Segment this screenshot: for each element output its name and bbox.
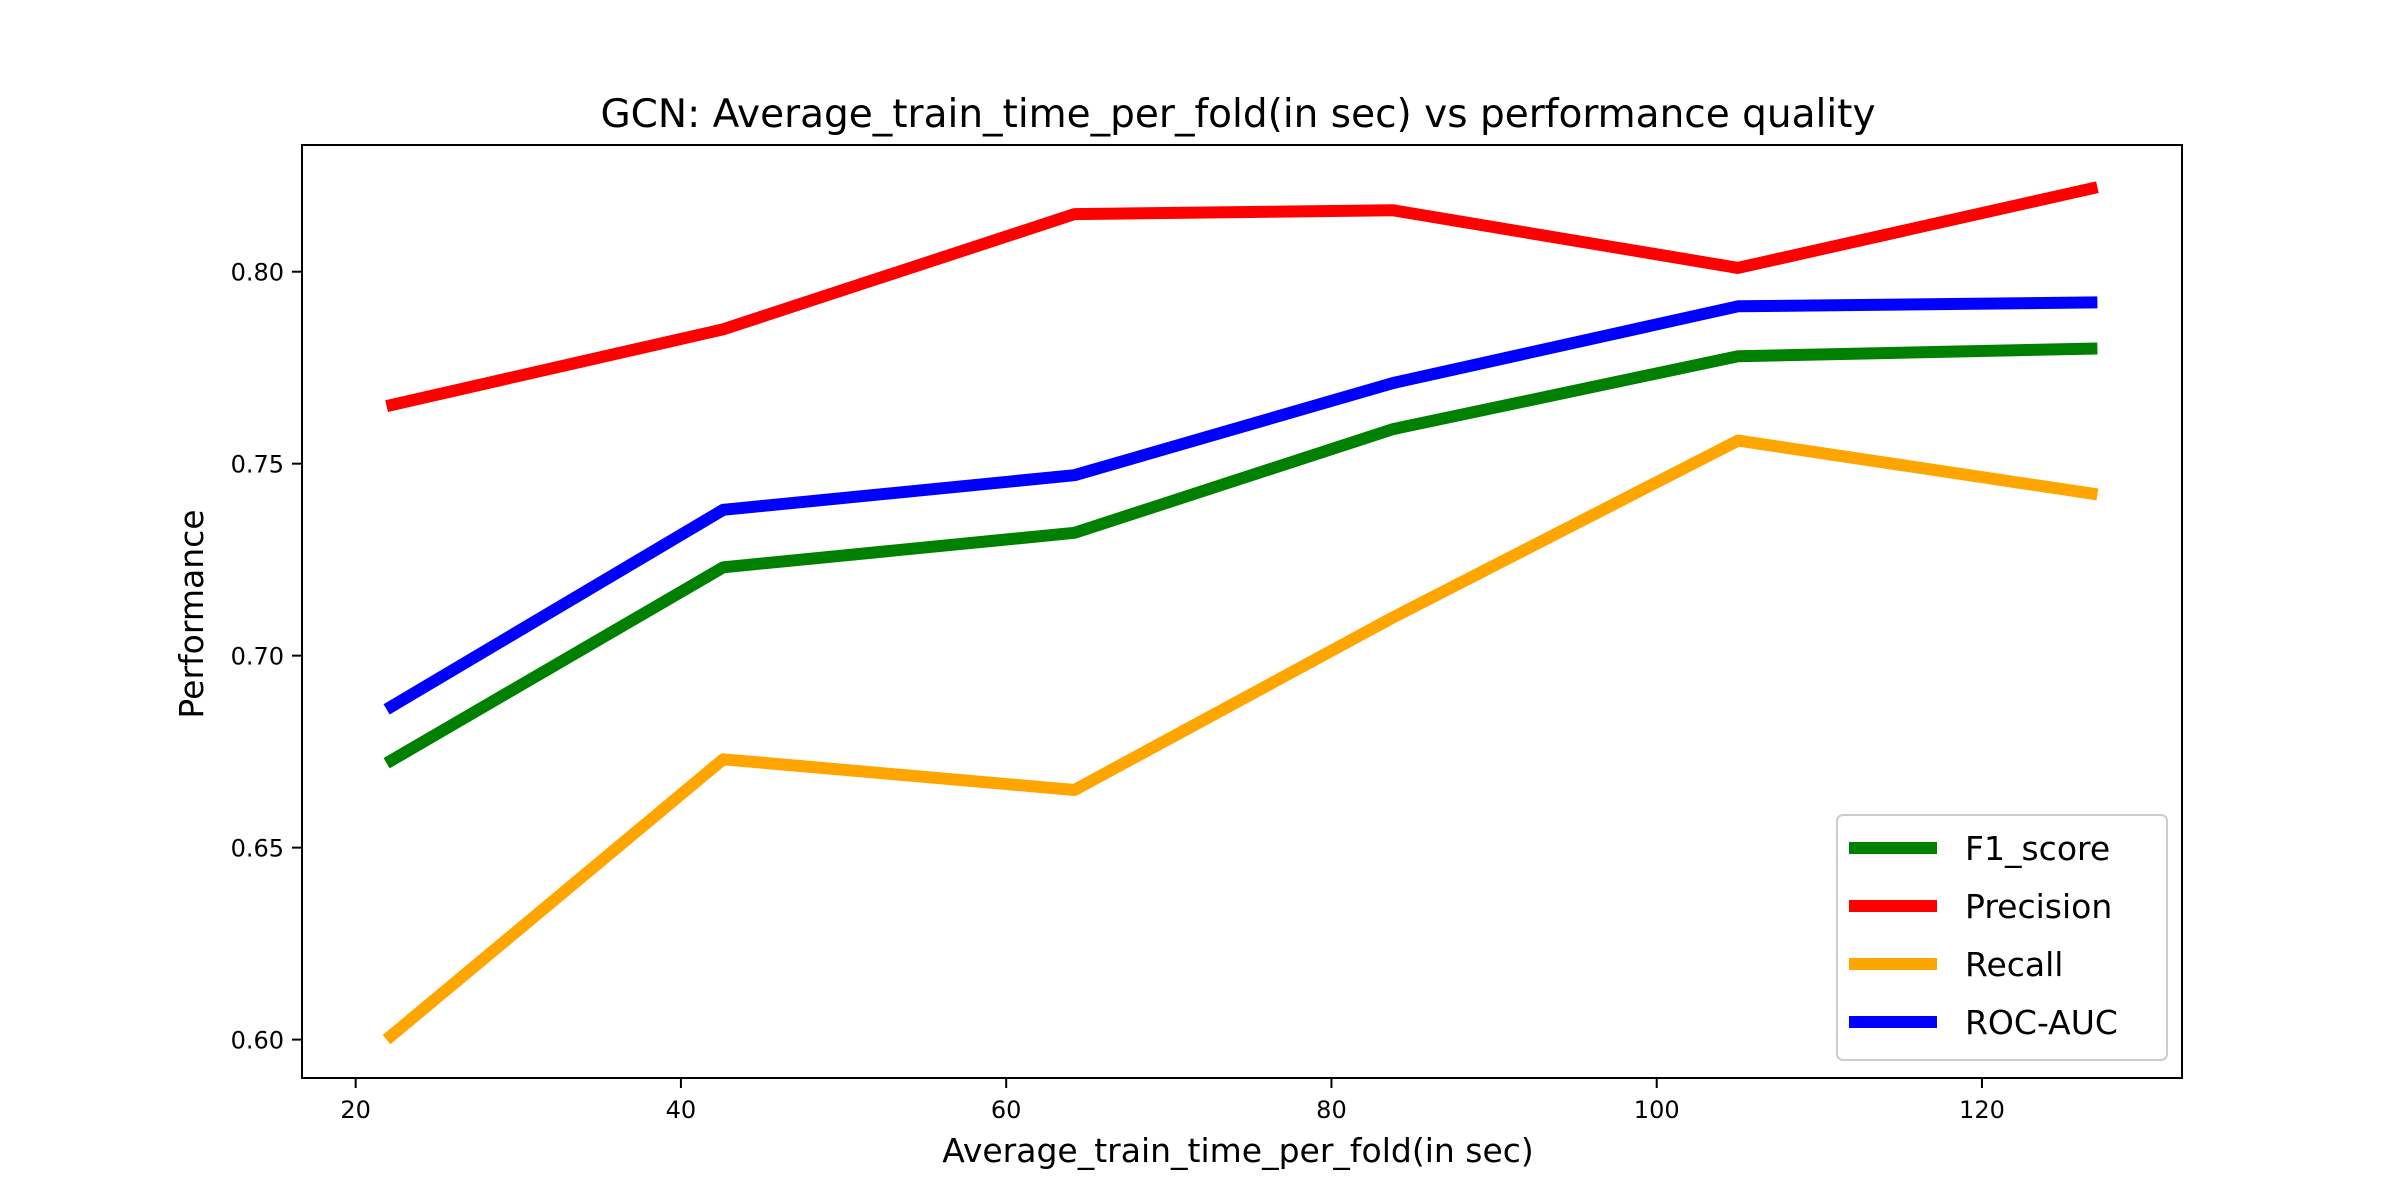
legend-box [1836, 814, 2168, 1061]
y-tick-label: 0.60 [231, 1027, 284, 1055]
legend-label-precision: Precision [1965, 887, 2112, 926]
y-tick-label: 0.75 [231, 451, 284, 479]
y-axis-ticks: 0.60 0.65 0.70 0.75 0.80 [231, 259, 302, 1055]
y-tick-label: 0.70 [231, 643, 284, 671]
legend-label-f1-score: F1_score [1965, 829, 2110, 868]
series-line-precision [385, 181, 2099, 412]
x-tick-label: 80 [1316, 1096, 1347, 1124]
series-line-roc-auc [383, 296, 2098, 715]
legend-label-roc-auc: ROC-AUC [1965, 1003, 2118, 1042]
plot-area-frame [301, 144, 2183, 1079]
y-tick-label: 0.80 [231, 259, 284, 287]
x-axis-ticks: 20 40 60 80 100 120 [340, 1078, 2005, 1124]
series-line-f1-score [383, 342, 2098, 769]
x-axis-label: Average_train_time_per_fold(in sec) [942, 1131, 1534, 1170]
x-tick-label: 60 [991, 1096, 1022, 1124]
x-tick-label: 100 [1634, 1096, 1680, 1124]
chart-title: GCN: Average_train_time_per_fold(in sec)… [600, 92, 1875, 137]
legend-label-recall: Recall [1965, 945, 2063, 984]
chart-legend: F1_score Precision Recall ROC-AUC [1836, 814, 2168, 1061]
x-tick-label: 120 [1959, 1096, 2005, 1124]
y-tick-label: 0.65 [231, 835, 284, 863]
x-tick-label: 20 [340, 1096, 371, 1124]
x-tick-label: 40 [666, 1096, 697, 1124]
y-axis-label: Performance [172, 509, 211, 718]
series-lines [382, 181, 2099, 1045]
series-line-recall [382, 434, 2099, 1045]
